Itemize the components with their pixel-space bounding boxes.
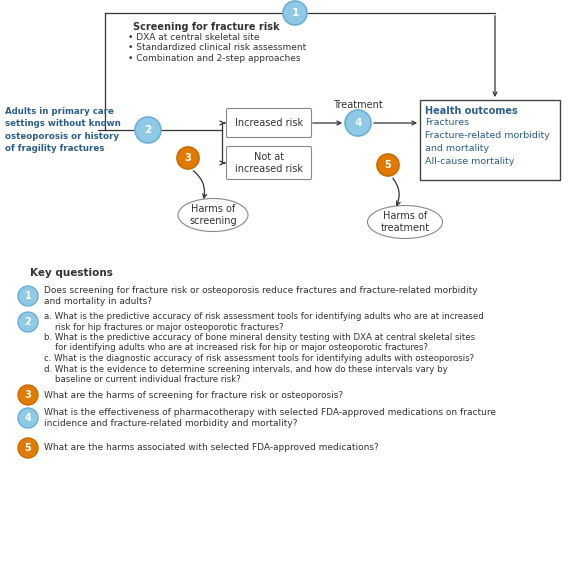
Circle shape xyxy=(345,110,371,136)
Circle shape xyxy=(283,1,307,25)
Text: • Standardized clinical risk assessment: • Standardized clinical risk assessment xyxy=(128,44,306,53)
Text: Fracture-related morbidity: Fracture-related morbidity xyxy=(425,131,550,140)
Text: and mortality: and mortality xyxy=(425,144,489,153)
Circle shape xyxy=(135,117,161,143)
Text: for identifying adults who are at increased risk for hip or major osteoporotic f: for identifying adults who are at increa… xyxy=(44,344,428,353)
Text: All-cause mortality: All-cause mortality xyxy=(425,157,515,166)
Text: 5: 5 xyxy=(385,160,391,170)
Circle shape xyxy=(18,312,38,332)
Text: Harms of
treatment: Harms of treatment xyxy=(381,210,429,234)
Ellipse shape xyxy=(178,198,248,231)
FancyBboxPatch shape xyxy=(227,146,311,180)
Text: 2: 2 xyxy=(144,125,152,135)
Circle shape xyxy=(377,154,399,176)
Text: risk for hip fractures or major osteoporotic fractures?: risk for hip fractures or major osteopor… xyxy=(44,323,283,332)
Text: 3: 3 xyxy=(185,153,191,163)
Text: a. What is the predictive accuracy of risk assessment tools for identifying adul: a. What is the predictive accuracy of ri… xyxy=(44,312,484,321)
Circle shape xyxy=(177,147,199,169)
Text: Fractures: Fractures xyxy=(425,118,469,127)
Text: 4: 4 xyxy=(24,413,31,423)
Text: Does screening for fracture risk or osteoporosis reduce fractures and fracture-r: Does screening for fracture risk or oste… xyxy=(44,286,478,306)
FancyBboxPatch shape xyxy=(227,108,311,138)
Text: 1: 1 xyxy=(291,8,299,18)
Text: Harms of
screening: Harms of screening xyxy=(189,204,237,226)
Circle shape xyxy=(18,438,38,458)
Text: What are the harms of screening for fracture risk or osteoporosis?: What are the harms of screening for frac… xyxy=(44,391,343,400)
Text: 4: 4 xyxy=(354,118,362,128)
Text: What are the harms associated with selected FDA-approved medications?: What are the harms associated with selec… xyxy=(44,443,379,452)
Text: Increased risk: Increased risk xyxy=(235,118,303,128)
Text: Screening for fracture risk: Screening for fracture risk xyxy=(133,22,279,32)
Text: Key questions: Key questions xyxy=(30,268,113,278)
Text: d. What is the evidence to determine screening intervals, and how do these inter: d. What is the evidence to determine scr… xyxy=(44,365,448,374)
Text: Adults in primary care
settings without known
osteoporosis or history
of fragili: Adults in primary care settings without … xyxy=(5,107,121,153)
Text: What is the effectiveness of pharmacotherapy with selected FDA-approved medicati: What is the effectiveness of pharmacothe… xyxy=(44,408,496,429)
Text: Treatment: Treatment xyxy=(333,100,383,110)
Text: 1: 1 xyxy=(24,291,31,301)
Text: 3: 3 xyxy=(24,390,31,400)
Circle shape xyxy=(18,385,38,405)
Text: • Combination and 2-step approaches: • Combination and 2-step approaches xyxy=(128,54,300,63)
Circle shape xyxy=(18,286,38,306)
Text: Not at
increased risk: Not at increased risk xyxy=(235,151,303,175)
Text: b. What is the predictive accuracy of bone mineral density testing with DXA at c: b. What is the predictive accuracy of bo… xyxy=(44,333,475,342)
Text: baseline or current individual fracture risk?: baseline or current individual fracture … xyxy=(44,375,241,384)
Text: 2: 2 xyxy=(24,317,31,327)
Circle shape xyxy=(18,408,38,428)
Ellipse shape xyxy=(367,205,442,239)
FancyBboxPatch shape xyxy=(420,100,560,180)
Text: c. What is the diagnostic accuracy of risk assessment tools for identifying adul: c. What is the diagnostic accuracy of ri… xyxy=(44,354,474,363)
Text: • DXA at central skeletal site: • DXA at central skeletal site xyxy=(128,33,260,42)
Text: Health outcomes: Health outcomes xyxy=(425,106,518,116)
Text: 5: 5 xyxy=(24,443,31,453)
